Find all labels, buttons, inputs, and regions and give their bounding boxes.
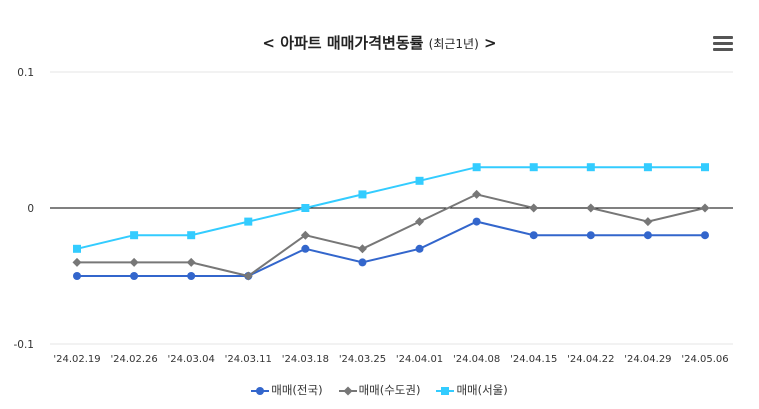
data-point	[301, 244, 310, 253]
y-tick-label: 0	[27, 203, 34, 215]
legend-marker	[338, 386, 357, 395]
data-point	[701, 163, 709, 172]
x-tick-label: '24.02.19	[53, 354, 100, 365]
data-point	[586, 163, 595, 172]
data-point	[529, 163, 538, 172]
x-tick-label: '24.04.08	[453, 354, 500, 365]
data-point	[73, 272, 81, 280]
x-tick-label: '24.04.22	[567, 354, 614, 365]
chart-title: < 아파트 매매가격변동률 (최근1년) >	[0, 32, 759, 53]
data-point	[415, 244, 424, 253]
x-tick-label: '24.03.04	[168, 354, 215, 365]
x-tick-label: '24.05.06	[681, 354, 728, 365]
chart-title-end: >	[484, 34, 497, 52]
legend-item[interactable]: 매매(수도권)	[338, 382, 421, 398]
x-tick-label: '24.04.01	[396, 354, 443, 365]
data-point	[700, 203, 710, 213]
data-point	[129, 257, 139, 267]
data-point	[586, 203, 596, 213]
series-line	[76, 166, 705, 250]
x-tick-label: '24.03.25	[339, 354, 386, 365]
data-point	[529, 203, 539, 213]
legend-item[interactable]: 매매(전국)	[251, 382, 323, 398]
data-point	[701, 231, 709, 240]
data-point	[415, 176, 424, 185]
legend-label: 매매(전국)	[271, 383, 323, 397]
data-point	[186, 257, 196, 267]
data-point	[244, 217, 253, 226]
chart-title-subtitle: (최근1년)	[428, 37, 479, 51]
data-point	[72, 257, 82, 267]
x-tick-label: '24.02.26	[110, 354, 157, 365]
y-tick-label: 0.1	[17, 67, 34, 79]
data-point	[130, 231, 139, 240]
hamburger-menu-icon[interactable]	[713, 36, 733, 52]
legend-label: 매매(서울)	[456, 383, 508, 397]
data-point	[643, 217, 653, 227]
data-point	[300, 230, 310, 240]
data-point	[73, 244, 81, 253]
legend-marker	[251, 386, 270, 395]
data-point	[472, 217, 481, 226]
legend-marker	[436, 386, 455, 395]
data-point	[358, 190, 367, 199]
x-tick-label: '24.03.18	[282, 354, 329, 365]
data-point	[415, 217, 425, 227]
data-point	[472, 189, 482, 199]
data-point	[243, 271, 253, 281]
series-line	[77, 193, 706, 278]
series-line	[77, 220, 705, 277]
data-point	[187, 231, 196, 240]
x-tick-label: '24.04.29	[624, 354, 671, 365]
chart-title-main: < 아파트 매매가격변동률	[262, 34, 424, 52]
data-point	[187, 272, 196, 280]
x-tick-label: '24.04.15	[510, 354, 557, 365]
data-point	[358, 258, 367, 267]
chart-legend: 매매(전국) 매매(수도권) 매매(서울)	[0, 382, 759, 398]
data-point	[301, 204, 310, 212]
data-point	[586, 231, 595, 240]
legend-item[interactable]: 매매(서울)	[436, 382, 508, 398]
data-point	[643, 231, 652, 240]
y-tick-label: -0.1	[14, 339, 35, 351]
data-point	[130, 272, 139, 280]
data-point	[472, 163, 481, 172]
data-point	[529, 231, 538, 240]
legend-label: 매매(수도권)	[358, 383, 421, 397]
data-point	[643, 163, 652, 172]
data-point	[357, 244, 367, 254]
x-tick-label: '24.03.11	[225, 354, 272, 365]
